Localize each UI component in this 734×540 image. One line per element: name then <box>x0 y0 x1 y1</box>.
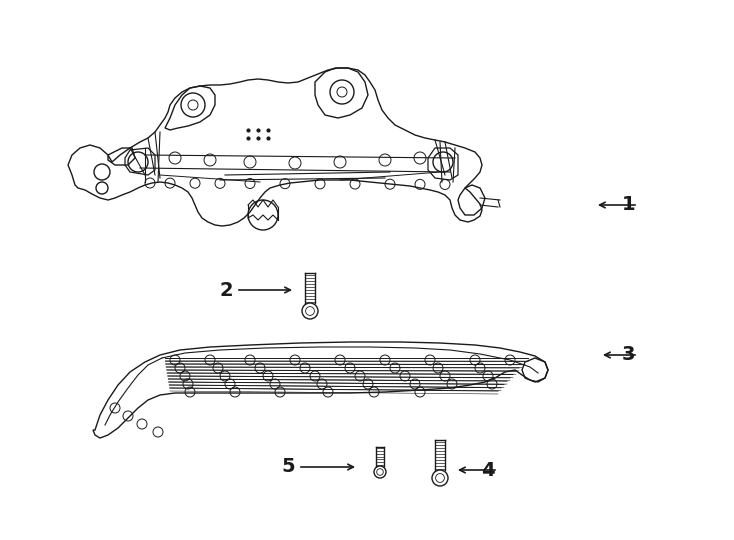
Text: 4: 4 <box>482 461 495 480</box>
Text: 2: 2 <box>219 280 233 300</box>
Text: 3: 3 <box>622 346 635 365</box>
Text: 5: 5 <box>281 457 295 476</box>
Text: 1: 1 <box>622 195 635 214</box>
